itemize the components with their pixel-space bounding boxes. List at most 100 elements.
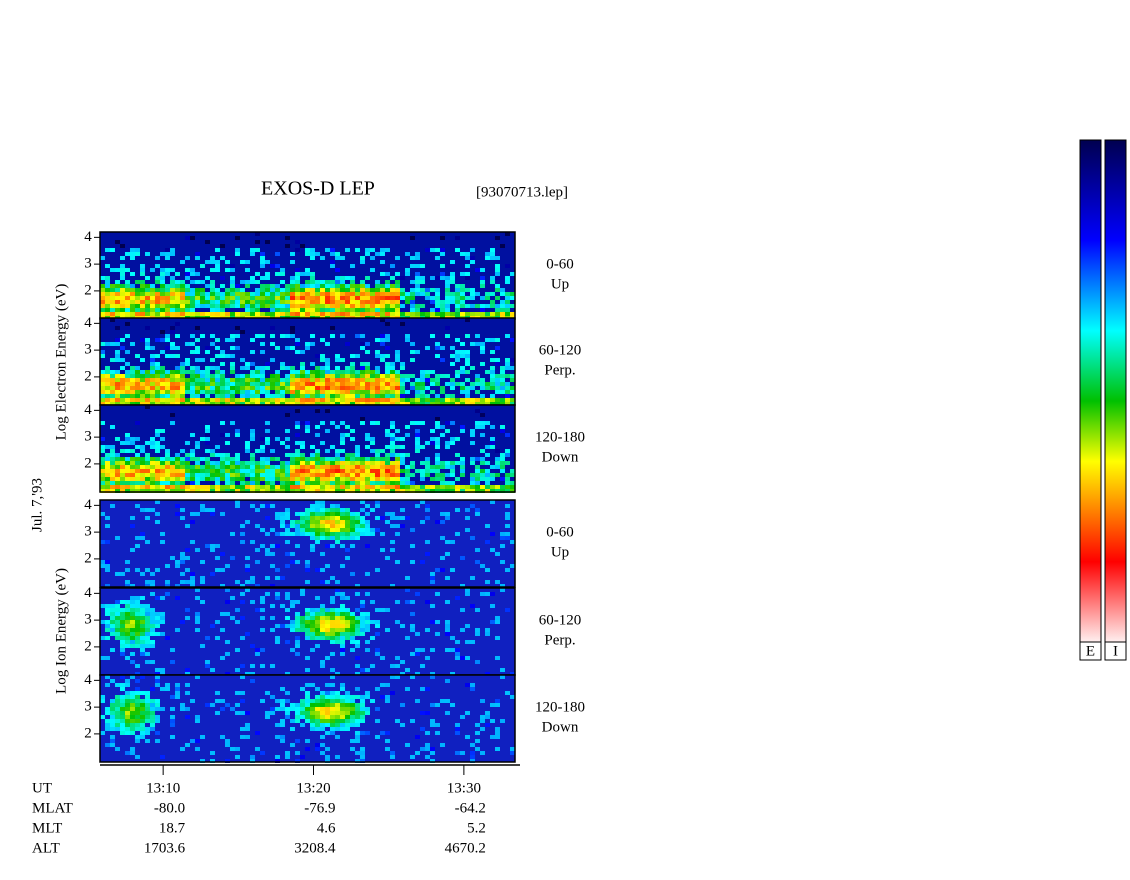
spectrogram-cell (290, 346, 295, 350)
spectrogram-cell (275, 489, 280, 493)
spectrogram-cell (340, 512, 345, 516)
spectrogram-cell (105, 342, 110, 346)
spectrogram-cell (270, 469, 275, 473)
spectrogram-cell (240, 386, 245, 390)
spectrogram-cell (310, 465, 315, 469)
spectrogram-cell (510, 378, 515, 382)
spectrogram-cell (485, 398, 490, 402)
spectrogram-cell (300, 592, 305, 596)
spectrogram-cell (320, 398, 325, 402)
spectrogram-cell (395, 280, 400, 284)
spectrogram-cell (290, 457, 295, 461)
y-tick-label: 4 (84, 229, 92, 245)
spectrogram-cell (250, 469, 255, 473)
spectrogram-cell (155, 512, 160, 516)
spectrogram-cell (370, 386, 375, 390)
spectrogram-cell (310, 723, 315, 727)
spectrogram-cell (510, 304, 515, 308)
spectrogram-cell (465, 398, 470, 402)
spectrogram-cell (405, 477, 410, 481)
spectrogram-cell (195, 252, 200, 256)
spectrogram-cell (205, 461, 210, 465)
spectrogram-cell (185, 272, 190, 276)
spectrogram-cell (270, 485, 275, 489)
spectrogram-cell (315, 536, 320, 540)
spectrogram-cell (435, 445, 440, 449)
spectrogram-cell (330, 512, 335, 516)
spectrogram-cell (465, 588, 470, 592)
spectrogram-cell (160, 485, 165, 489)
spectrogram-cell (125, 280, 130, 284)
spectrogram-cell (110, 382, 115, 386)
spectrogram-cell (105, 636, 110, 640)
spectrogram-cell (210, 544, 215, 548)
spectrogram-cell (240, 699, 245, 703)
spectrogram-cell (315, 252, 320, 256)
spectrogram-cell (345, 715, 350, 719)
spectrogram-cell (115, 489, 120, 493)
spectrogram-cell (430, 751, 435, 755)
spectrogram-cell (285, 236, 290, 240)
spectrogram-cell (100, 437, 105, 441)
spectrogram-cell (455, 292, 460, 296)
spectrogram-cell (460, 457, 465, 461)
spectrogram-cell (190, 394, 195, 398)
spectrogram-cell (125, 362, 130, 366)
spectrogram-cell (125, 296, 130, 300)
spectrogram-cell (275, 378, 280, 382)
spectrogram-cell (160, 632, 165, 636)
spectrogram-cell (435, 469, 440, 473)
spectrogram-cell (120, 719, 125, 723)
spectrogram-cell (495, 457, 500, 461)
spectrogram-cell (130, 489, 135, 493)
spectrogram-cell (130, 719, 135, 723)
spectrogram-cell (270, 616, 275, 620)
spectrogram-cell (120, 346, 125, 350)
spectrogram-cell (195, 465, 200, 469)
spectrogram-cell (345, 636, 350, 640)
spectrogram-cell (340, 687, 345, 691)
spectrogram-cell (325, 370, 330, 374)
spectrogram-cell (340, 508, 345, 512)
spectrogram-cell (480, 719, 485, 723)
spectrogram-cell (180, 402, 185, 406)
spectrogram-cell (285, 469, 290, 473)
spectrogram-cell (355, 719, 360, 723)
spectrogram-cell (105, 390, 110, 394)
spectrogram-cell (130, 402, 135, 406)
spectrogram-cell (115, 723, 120, 727)
spectrogram-cell (370, 390, 375, 394)
spectrogram-cell (115, 608, 120, 612)
spectrogram-cell (120, 652, 125, 656)
spectrogram-cell (300, 485, 305, 489)
y-tick-label: 3 (84, 342, 92, 358)
spectrogram-cell (345, 465, 350, 469)
spectrogram-cell (325, 715, 330, 719)
spectrogram-cell (390, 469, 395, 473)
spectrogram-cell (235, 300, 240, 304)
spectrogram-cell (140, 572, 145, 576)
spectrogram-cell (295, 402, 300, 406)
spectrogram-cell (340, 437, 345, 441)
spectrogram-cell (215, 465, 220, 469)
spectrogram-cell (315, 378, 320, 382)
spectrogram-cell (180, 747, 185, 751)
spectrogram-cell (495, 731, 500, 735)
spectrogram-cell (420, 264, 425, 268)
spectrogram-cell (150, 481, 155, 485)
spectrogram-cell (145, 699, 150, 703)
spectrogram-cell (325, 616, 330, 620)
spectrogram-cell (285, 524, 290, 528)
spectrogram-cell (480, 699, 485, 703)
spectrogram-cell (330, 398, 335, 402)
spectrogram-cell (380, 473, 385, 477)
spectrogram-cell (215, 308, 220, 312)
spectrogram-cell (320, 300, 325, 304)
spectrogram-cell (250, 292, 255, 296)
spectrogram-cell (320, 477, 325, 481)
spectrogram-cell (475, 334, 480, 338)
spectrogram-cell (465, 394, 470, 398)
spectrogram-cell (325, 691, 330, 695)
spectrogram-cell (155, 264, 160, 268)
spectrogram-cell (150, 354, 155, 358)
